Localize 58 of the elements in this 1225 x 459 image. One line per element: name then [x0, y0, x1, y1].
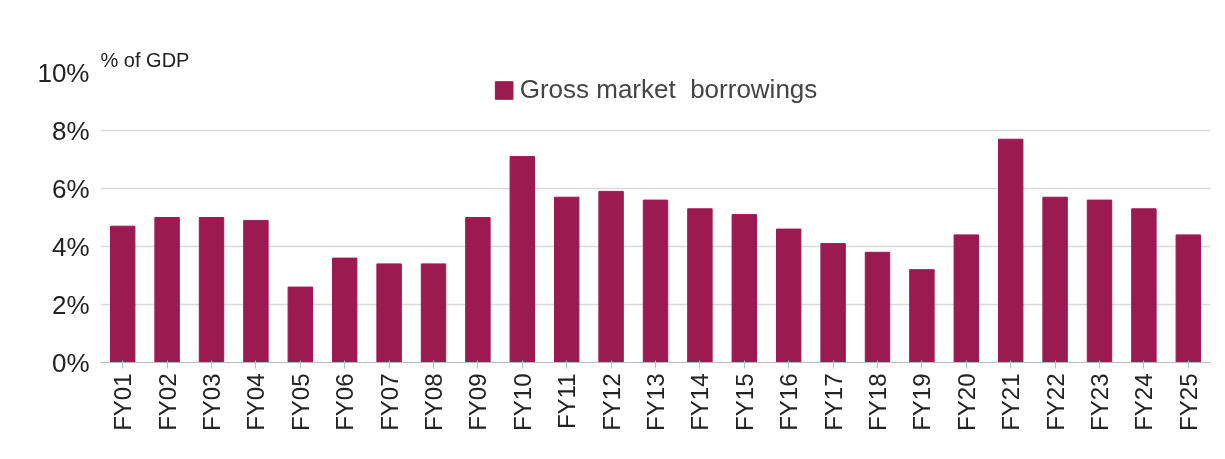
bar — [420, 263, 447, 363]
x-tick-label: FY04 — [242, 373, 270, 431]
bar — [687, 208, 713, 363]
x-tick-label: FY18 — [864, 373, 891, 431]
bar — [820, 243, 846, 363]
bar — [775, 228, 802, 363]
bar — [598, 190, 624, 363]
bar — [1175, 234, 1202, 363]
y-axis-title: % of GDP — [100, 48, 190, 71]
x-tick-label: FY03 — [198, 373, 225, 431]
x-tick-label: FY07 — [375, 373, 403, 431]
y-tick-label: 2% — [51, 289, 90, 320]
x-tick-label: FY25 — [1174, 373, 1202, 431]
x-tick-label: FY20 — [952, 373, 980, 431]
y-tick-label: 10% — [37, 57, 90, 88]
x-tick-label: FY17 — [819, 373, 847, 431]
y-tick-label: 8% — [51, 115, 90, 146]
y-tick-label: 6% — [51, 173, 90, 204]
bar — [864, 251, 891, 363]
x-tick-label: FY02 — [153, 373, 181, 431]
bar — [243, 219, 269, 363]
x-tick-label: FY12 — [597, 373, 625, 431]
bar — [553, 196, 580, 363]
x-tick-label: FY15 — [730, 373, 758, 431]
y-tick-label: 0% — [51, 347, 90, 378]
x-tick-label: FY06 — [331, 373, 359, 431]
x-tick-label: FY01 — [109, 373, 137, 431]
x-tick-label: FY10 — [508, 373, 536, 431]
x-tick-label: FY11 — [553, 373, 581, 430]
x-tick-label: FY16 — [775, 373, 803, 431]
bar — [465, 217, 491, 363]
bar — [909, 269, 935, 363]
legend-label: Gross market borrowings — [519, 74, 818, 105]
bar — [953, 234, 980, 363]
bar — [331, 257, 358, 363]
x-tick-label: FY13 — [642, 373, 669, 431]
x-tick-label: FY14 — [686, 373, 714, 431]
bar — [1042, 196, 1068, 363]
bar — [642, 199, 669, 363]
bar — [154, 217, 180, 363]
bar — [1131, 208, 1157, 363]
bar — [997, 138, 1024, 363]
bar — [731, 214, 758, 363]
x-tick-label: FY09 — [464, 373, 492, 431]
x-tick-label: FY21 — [997, 373, 1025, 431]
y-tick-label: 4% — [51, 231, 90, 262]
bar — [198, 217, 225, 363]
bar — [287, 286, 314, 363]
x-tick-label: FY22 — [1041, 373, 1069, 431]
x-tick-label: FY08 — [420, 373, 447, 431]
bar — [109, 225, 136, 363]
x-tick-label: FY19 — [908, 373, 936, 431]
x-tick-label: FY24 — [1130, 373, 1158, 431]
x-tick-label: FY23 — [1086, 373, 1113, 431]
x-tick-label: FY05 — [286, 373, 314, 431]
bar — [509, 156, 536, 363]
bar — [376, 263, 402, 363]
bar — [1086, 199, 1113, 363]
